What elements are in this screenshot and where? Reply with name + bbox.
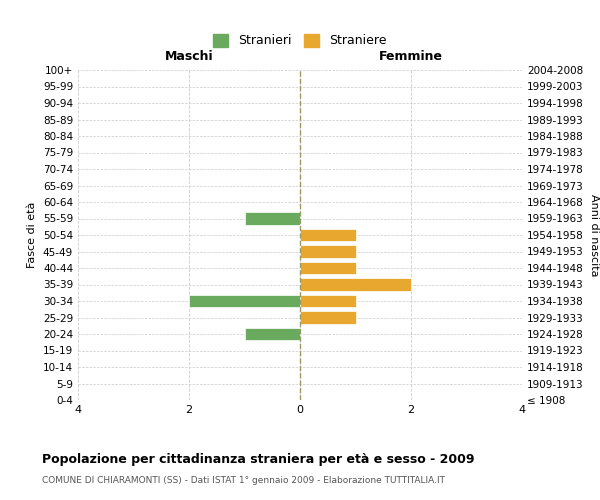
Text: COMUNE DI CHIARAMONTI (SS) - Dati ISTAT 1° gennaio 2009 - Elaborazione TUTTITALI: COMUNE DI CHIARAMONTI (SS) - Dati ISTAT … [42, 476, 445, 485]
Legend: Stranieri, Straniere: Stranieri, Straniere [209, 30, 391, 51]
Y-axis label: Anni di nascita: Anni di nascita [589, 194, 599, 276]
Bar [300, 229, 355, 241]
Bar [245, 212, 300, 224]
Text: Maschi: Maschi [164, 50, 214, 64]
Bar [300, 278, 411, 290]
Bar [300, 262, 355, 274]
Bar [300, 295, 355, 307]
Bar [245, 328, 300, 340]
Bar [189, 295, 300, 307]
Y-axis label: Fasce di età: Fasce di età [28, 202, 37, 268]
Bar [300, 246, 355, 258]
Bar [300, 312, 355, 324]
Text: Popolazione per cittadinanza straniera per età e sesso - 2009: Popolazione per cittadinanza straniera p… [42, 452, 475, 466]
Text: Femmine: Femmine [379, 50, 443, 64]
